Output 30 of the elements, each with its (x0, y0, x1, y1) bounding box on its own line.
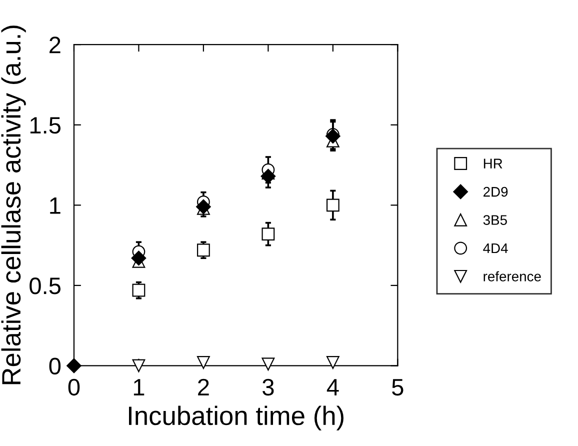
point (326, 198, 340, 212)
x-tick-label: 0 (68, 378, 80, 396)
y-tick-label: 0.5 (30, 278, 60, 294)
y-tick-label: 0 (49, 358, 61, 375)
y-tick-label: 1 (50, 197, 60, 214)
legend-label: HR (484, 158, 502, 168)
x-axis-title: Incubation time (h) (128, 406, 344, 430)
point (262, 358, 275, 371)
point (66, 358, 82, 374)
y-tick-label: 2 (50, 36, 60, 54)
point (197, 244, 210, 257)
point (132, 359, 146, 372)
point (326, 356, 340, 369)
y-tick-label: 1.5 (30, 117, 60, 134)
point (326, 128, 340, 144)
x-tick-label: 1 (134, 379, 144, 396)
legend-label: 4D4 (483, 243, 508, 254)
legend-label: reference (484, 271, 541, 282)
x-tick-label: 3 (262, 378, 274, 396)
x-tick-label: 2 (198, 378, 209, 396)
point (262, 228, 275, 241)
point (260, 168, 276, 184)
point (132, 284, 146, 297)
legend-label: 2D9 (484, 186, 508, 197)
point (131, 250, 146, 266)
point (197, 356, 210, 369)
y-axis-title: Relative cellulase activity (a.u.) (1, 26, 26, 384)
legend-label: 3B5 (483, 215, 507, 225)
x-tick-label: 4 (326, 379, 339, 396)
x-tick-label: 5 (392, 379, 404, 396)
